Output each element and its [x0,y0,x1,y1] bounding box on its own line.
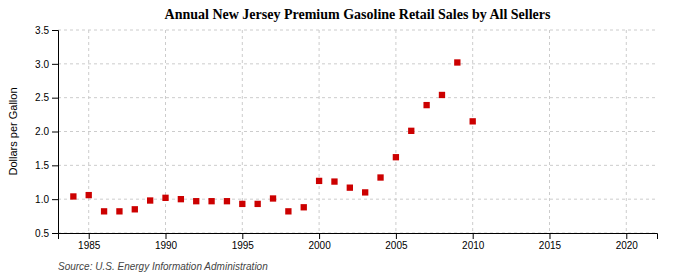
grid-line [626,30,627,233]
tick-mark [396,233,397,239]
tick-label: 0.5 [35,228,49,239]
axis-line [52,31,59,234]
tick: 1.5 [35,160,58,171]
chart: 1985 1990 1995 2000 2005 2010 2015 2020 0.5 1.0 1.… [0,0,675,275]
tick: 3.0 [35,59,58,70]
point [270,195,276,201]
annotation: Source: U.S. Energy Information Administ… [58,261,268,272]
tick: 1995 [232,233,255,251]
tick-label: 2020 [616,240,639,251]
point [147,197,153,203]
tick-label: 1985 [78,240,101,251]
grid-line [58,165,657,166]
tick-mark [52,30,58,31]
point [116,208,122,214]
tick-mark [166,233,167,239]
point [285,208,291,214]
point [224,198,230,204]
tick: 1.0 [35,194,58,205]
tick-mark [52,98,58,99]
grid-line [549,30,550,233]
point [347,185,353,191]
point [454,59,460,65]
tick-mark [549,233,550,239]
point [423,102,429,108]
point [70,193,76,199]
point [132,206,138,212]
point [377,174,383,180]
tick: 1990 [155,233,178,251]
tick-mark [52,165,58,166]
grid-line [319,30,320,233]
tick-mark [52,199,58,200]
point [393,154,399,160]
point [301,204,307,210]
tick-label: 1.5 [35,160,49,171]
tick-label: 3.0 [35,59,49,70]
grid-line [88,30,89,233]
tick: 1985 [78,233,101,251]
grid-line [165,30,166,233]
grid-line [58,30,657,31]
tick-label: 1.0 [35,194,49,205]
tick-mark [626,233,627,239]
tick-label: 3.5 [35,25,49,36]
tick-mark [52,233,58,234]
tick-label: 2015 [539,240,562,251]
tick: 2015 [539,233,562,251]
point [439,92,445,98]
point [162,195,168,201]
point [362,189,368,195]
point [178,196,184,202]
tick-mark [473,233,474,239]
tick: 2.0 [35,126,58,137]
tick-label: 2000 [308,240,331,251]
tick-mark [52,64,58,65]
point [239,201,245,207]
grid-line [472,30,473,233]
point [193,198,199,204]
tick-mark [52,132,58,133]
point [101,208,107,214]
tick-mark [89,233,90,239]
tick-label: 1990 [155,240,178,251]
grid-line [58,131,657,132]
plot-area: 1985 1990 1995 2000 2005 2010 2015 2020 0.5 1.0 1.… [35,25,657,251]
point [86,192,92,198]
title: Annual New Jersey Premium Gasoline Retai… [165,7,551,22]
x-axis: 1985 1990 1995 2000 2005 2010 2015 2020 [59,233,658,251]
tick-label: 2005 [385,240,408,251]
tick: 2005 [385,233,408,251]
grid-line [58,63,657,64]
y-axis: 0.5 1.0 1.5 2.0 2.5 3.0 3.5 [35,25,58,239]
point [408,128,414,134]
grid [58,30,657,233]
tick-label: 2.5 [35,92,49,103]
tick: 2010 [462,233,485,251]
point [255,201,261,207]
point [331,178,337,184]
point [470,118,476,124]
tick: 3.5 [35,25,58,36]
tick-label: 2010 [462,240,485,251]
tick-label: 1995 [232,240,255,251]
tick-mark [242,233,243,239]
tick: 2020 [616,233,639,251]
y-axis-title: Dollars per Gallon [7,87,19,175]
grid-line [58,97,657,98]
tick-mark [319,233,320,239]
grid-line [395,30,396,233]
tick: 2000 [308,233,331,251]
tick: 0.5 [35,228,58,239]
axis-line [59,234,658,240]
point [316,178,322,184]
tick: 2.5 [35,92,58,103]
points [70,59,476,214]
tick-label: 2.0 [35,126,49,137]
point [208,198,214,204]
